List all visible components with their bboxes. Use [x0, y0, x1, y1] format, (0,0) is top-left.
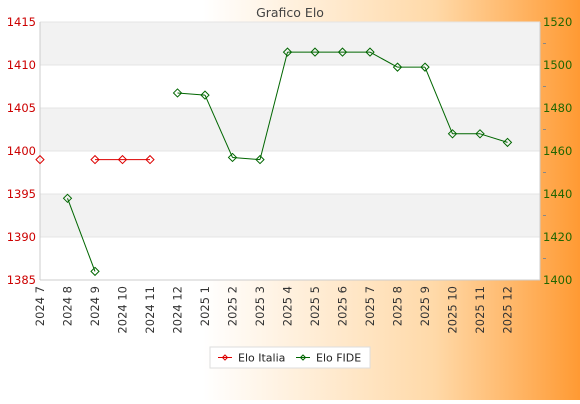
- legend: Elo Italia Elo FIDE: [209, 346, 371, 369]
- x-tick-label: 2024 12: [171, 286, 185, 334]
- x-tick-label: 2025 11: [473, 286, 487, 334]
- elo-fide-segment: [204, 94, 233, 158]
- elo-fide-point: [475, 129, 485, 139]
- left-tick-label: 1385: [7, 273, 36, 287]
- plot-band: [40, 65, 540, 108]
- legend-label: Elo Italia: [238, 352, 285, 365]
- elo-fide-point: [420, 62, 430, 72]
- x-tick-label: 2025 9: [418, 286, 432, 326]
- elo-fide-point: [227, 152, 238, 163]
- elo-fide-point: [310, 47, 320, 57]
- plot-band: [40, 237, 540, 280]
- elo-italia-point: [117, 154, 128, 165]
- elo-fide-segment: [259, 51, 288, 160]
- legend-swatch-marker: [221, 354, 229, 361]
- axes: [39, 22, 541, 281]
- right-tick-label: 1500: [543, 58, 572, 72]
- legend-label: Elo FIDE: [316, 352, 361, 365]
- x-tick-label: 2025 10: [446, 286, 460, 334]
- plot-band: [40, 194, 540, 237]
- x-tick-label: 2024 10: [116, 286, 130, 334]
- plot-band: [40, 108, 540, 151]
- elo-fide-point: [447, 129, 458, 139]
- left-axis-ticks: 1385 1390 1395 1400 1405 1410 1415: [7, 15, 36, 287]
- left-tick-label: 1395: [7, 187, 36, 201]
- x-tick-label: 2025 7: [363, 286, 377, 326]
- elo-fide-point: [90, 266, 100, 277]
- elo-italia-point: [145, 154, 155, 165]
- right-tick-label: 1520: [543, 15, 572, 29]
- series-group: [35, 47, 513, 277]
- left-tick-label: 1410: [7, 58, 36, 72]
- right-tick-label: 1460: [543, 144, 572, 158]
- x-tick-label: 2025 2: [226, 286, 240, 326]
- elo-fide-segment: [479, 133, 508, 143]
- elo-fide-segment: [232, 156, 261, 161]
- elo-italia-point: [35, 154, 45, 165]
- elo-italia-point: [90, 154, 100, 165]
- elo-fide-segment: [177, 92, 206, 96]
- elo-fide-segment: [424, 66, 453, 134]
- left-tick-label: 1415: [7, 15, 36, 29]
- right-tick-label: 1440: [543, 187, 572, 201]
- right-tick-label: 1480: [543, 101, 572, 115]
- elo-fide-point: [337, 47, 348, 57]
- legend-swatch-marker: [299, 354, 307, 361]
- plot-band: [40, 22, 540, 65]
- elo-fide-point: [255, 154, 265, 165]
- left-tick-label: 1405: [7, 101, 36, 115]
- elo-fide-point: [365, 47, 375, 57]
- chart-title: Grafico Elo: [256, 5, 324, 20]
- x-axis-ticks: 2024 7 2024 8 2024 9 2024 10 2024 11 2024 12 2…: [33, 286, 515, 334]
- x-tick-label: 2025 4: [281, 286, 295, 326]
- elo-fide-point: [172, 88, 183, 98]
- right-axis-ticks: 1400 1420 1440 1460 1480 1500 1520: [543, 15, 572, 287]
- elo-fide-point: [502, 137, 513, 148]
- right-tick-label: 1400: [543, 273, 572, 287]
- elo-fide-segment: [67, 198, 96, 272]
- x-tick-label: 2024 7: [33, 286, 47, 326]
- x-tick-label: 2024 9: [88, 286, 102, 326]
- x-tick-label: 2024 11: [143, 286, 157, 334]
- elo-fide-point: [62, 193, 73, 204]
- legend-box: [209, 346, 371, 369]
- x-tick-label: 2025 1: [198, 286, 212, 326]
- x-tick-label: 2025 5: [308, 286, 322, 326]
- left-tick-label: 1390: [7, 230, 36, 244]
- elo-fide-point: [282, 47, 293, 57]
- x-tick-label: 2025 8: [391, 286, 405, 326]
- right-tick-label: 1420: [543, 230, 572, 244]
- x-tick-label: 2025 12: [501, 286, 515, 334]
- x-tick-label: 2025 6: [336, 286, 350, 326]
- plot-band: [40, 151, 540, 194]
- elo-fide-segment: [369, 51, 398, 68]
- x-tick-label: 2025 3: [253, 286, 267, 326]
- x-tick-label: 2024 8: [61, 286, 75, 326]
- elo-fide-point: [200, 90, 210, 100]
- elo-fide-point: [392, 62, 403, 72]
- left-tick-label: 1400: [7, 144, 36, 158]
